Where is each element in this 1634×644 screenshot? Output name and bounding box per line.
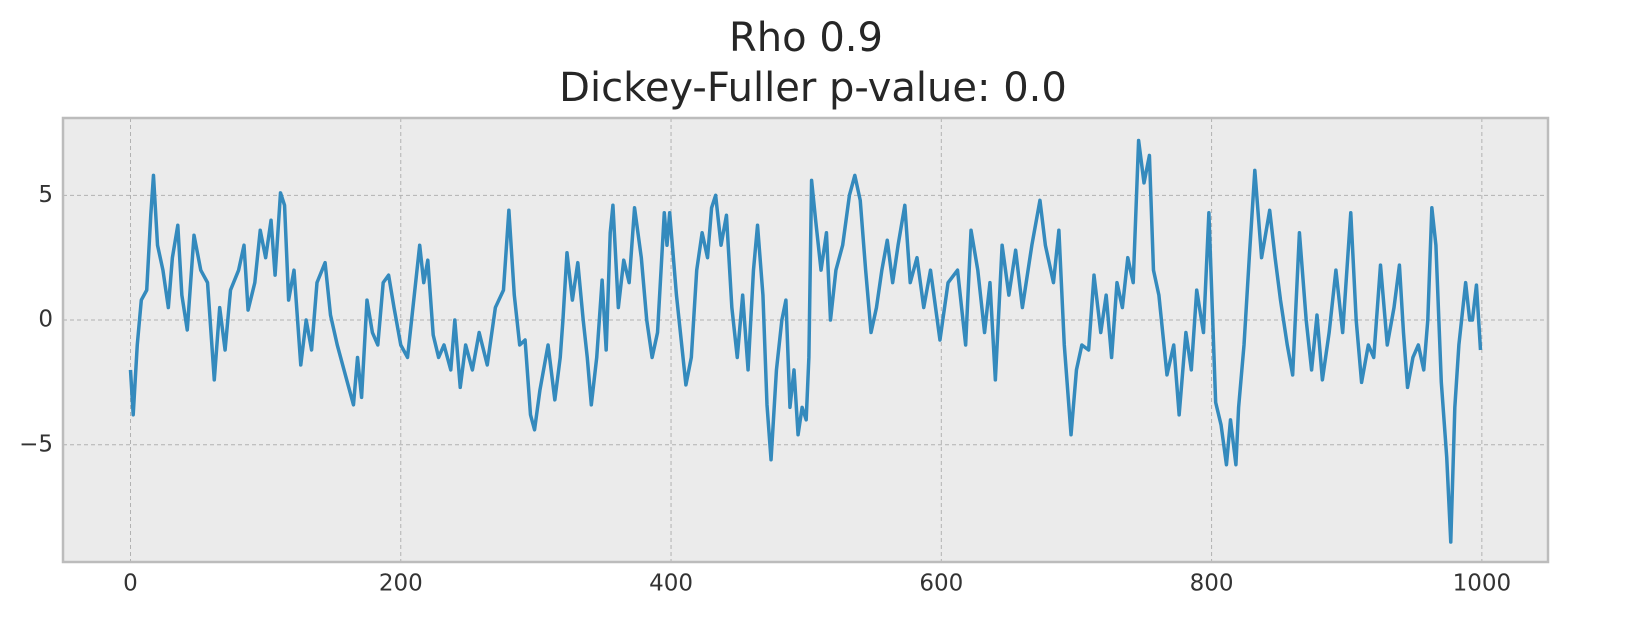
line-series: [128, 138, 1483, 544]
y-tick-label: 5: [38, 182, 53, 208]
x-tick-label: 600: [919, 571, 963, 597]
chart-title: Rho 0.9: [729, 15, 883, 61]
plot-area: [63, 118, 1548, 562]
x-tick-label: 200: [379, 571, 423, 597]
x-tick-label: 1000: [1453, 571, 1512, 597]
x-tick-label: 0: [123, 571, 138, 597]
plot-border: [61, 116, 1550, 564]
x-tick-label: 800: [1190, 571, 1234, 597]
marks: [128, 138, 1483, 544]
chart-subtitle: Dickey-Fuller p-value: 0.0: [559, 65, 1067, 111]
grid: [63, 118, 1548, 562]
y-tick-label: −5: [19, 431, 53, 457]
y-tick-label: 0: [38, 307, 53, 333]
x-tick-label: 400: [649, 571, 693, 597]
